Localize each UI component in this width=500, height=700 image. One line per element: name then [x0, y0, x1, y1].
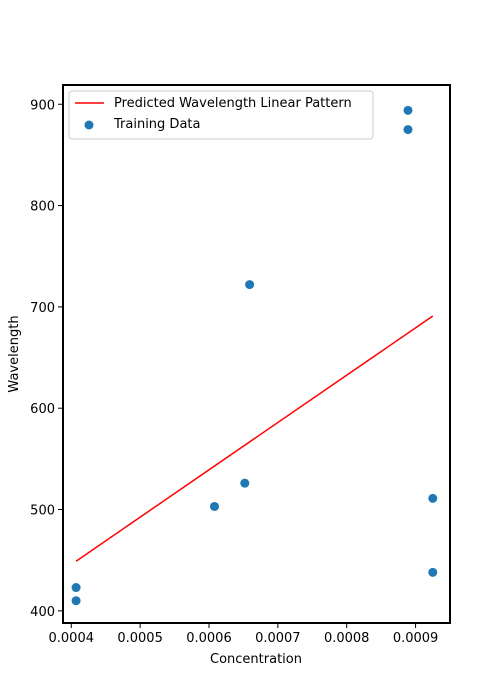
training-data-point	[403, 125, 412, 134]
training-data-point	[210, 502, 219, 511]
x-tick-label: 0.0007	[255, 631, 301, 646]
training-data-point	[72, 583, 81, 592]
y-tick-label: 800	[30, 200, 55, 215]
training-data-point	[428, 494, 437, 503]
x-axis-label: Concentration	[210, 652, 302, 667]
training-data-point	[428, 568, 437, 577]
training-data-point	[403, 106, 412, 115]
y-tick-label: 400	[30, 605, 55, 620]
y-axis-label: Wavelength	[7, 315, 22, 392]
legend: Predicted Wavelength Linear Pattern Trai…	[69, 91, 373, 139]
y-tick-label: 500	[30, 504, 55, 519]
x-tick-label: 0.0005	[117, 631, 163, 646]
y-tick-label: 900	[30, 98, 55, 113]
legend-label-prediction: Predicted Wavelength Linear Pattern	[114, 96, 352, 111]
x-tick-label: 0.0009	[393, 631, 439, 646]
legend-marker-swatch	[85, 121, 94, 130]
plot-area	[63, 85, 450, 623]
legend-label-training: Training Data	[113, 117, 200, 132]
x-tick-label: 0.0006	[186, 631, 232, 646]
training-data-point	[72, 596, 81, 605]
y-tick-label: 600	[30, 402, 55, 417]
x-tick-label: 0.0008	[324, 631, 370, 646]
y-tick-label: 700	[30, 301, 55, 316]
training-data-point	[245, 280, 254, 289]
training-data-point	[240, 479, 249, 488]
x-tick-label: 0.0004	[49, 631, 95, 646]
